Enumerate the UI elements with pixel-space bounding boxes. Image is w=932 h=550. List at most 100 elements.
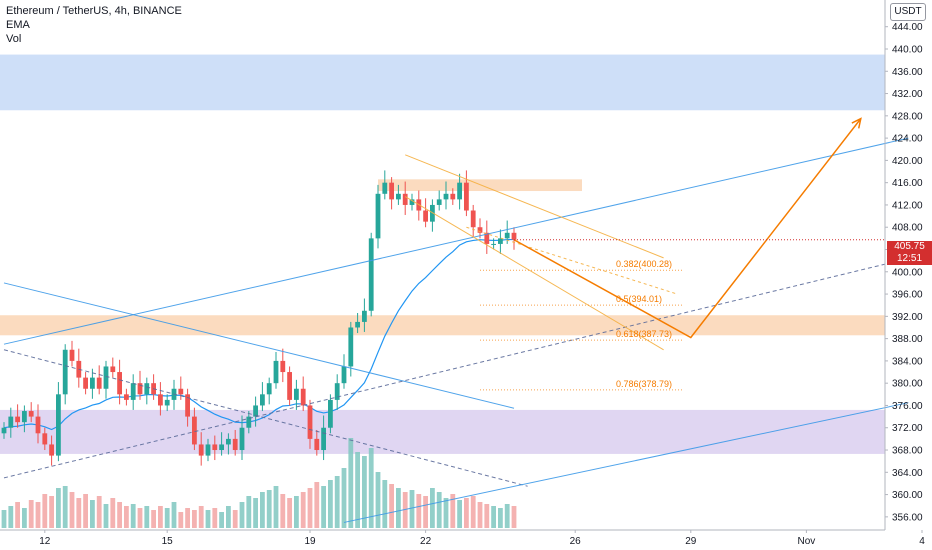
candle-body — [430, 204, 435, 222]
candle-body — [457, 182, 462, 200]
zone-support — [0, 409, 885, 454]
volume-bar — [219, 512, 224, 528]
price-tick-label: 412.00 — [892, 200, 923, 211]
candle-body — [246, 416, 252, 428]
volume-indicator-label[interactable]: Vol — [6, 33, 22, 45]
volume-bar — [328, 480, 333, 528]
candle-body — [158, 394, 163, 406]
volume-bar — [198, 506, 204, 528]
candle-body — [314, 438, 320, 451]
volume-bar — [117, 502, 122, 528]
candle-body — [42, 433, 48, 445]
candle-body — [103, 366, 109, 389]
candle-body — [117, 372, 122, 395]
volume-bar — [375, 472, 381, 528]
candle-body — [409, 199, 415, 205]
volume-bar — [62, 486, 68, 528]
candle-body — [212, 444, 218, 451]
candle-body — [219, 444, 224, 451]
volume-bar — [8, 506, 14, 528]
volume-bar — [96, 496, 102, 528]
candle-body — [328, 399, 333, 428]
candle-body — [185, 394, 190, 417]
candle-body — [260, 394, 265, 406]
candle-body — [1, 427, 7, 434]
volume-bar — [90, 500, 95, 528]
price-tick-label: 388.00 — [892, 334, 923, 345]
price-tick-label: 432.00 — [892, 89, 923, 100]
volume-bar — [137, 508, 143, 528]
candle-body — [477, 227, 483, 233]
time-tick-label: 4 — [919, 536, 925, 547]
candle-body — [253, 405, 258, 417]
price-tick-label: 384.00 — [892, 356, 923, 367]
candle-body — [266, 383, 272, 395]
candle-body — [192, 416, 197, 445]
candle-body — [436, 199, 442, 205]
currency-button[interactable]: USDT — [890, 3, 926, 21]
candle-body — [382, 182, 388, 194]
channel-mid-line — [466, 226, 678, 295]
volume-bar — [15, 502, 20, 528]
rising-trendline — [3, 137, 909, 345]
volume-bar — [423, 496, 428, 528]
price-tick-label: 356.00 — [892, 512, 923, 523]
volume-bar — [362, 456, 367, 528]
time-tick-label: 12 — [39, 536, 51, 547]
volume-bar — [484, 504, 490, 528]
candle-body — [484, 232, 490, 244]
candle-body — [450, 193, 456, 200]
candle-body — [83, 377, 88, 389]
volume-bar — [273, 486, 279, 528]
volume-bar — [178, 512, 184, 528]
candle-body — [491, 243, 496, 245]
channel-upper-line — [405, 154, 664, 259]
volume-bar — [321, 486, 326, 528]
volume-bar — [171, 502, 177, 528]
volume-bar — [314, 482, 320, 528]
candle-body — [35, 416, 41, 434]
candle-body — [511, 232, 517, 240]
candle-body — [22, 411, 27, 423]
candle-body — [280, 360, 286, 373]
price-tick-label: 424.00 — [892, 134, 923, 145]
candle-body — [368, 238, 374, 311]
volume-bar — [470, 496, 476, 528]
volume-bar — [341, 468, 347, 528]
time-tick-label: 15 — [162, 536, 174, 547]
volume-bar — [307, 488, 313, 528]
volume-bar — [280, 494, 286, 528]
symbol-title: Ethereum / TetherUS, 4h, BINANCE — [6, 5, 182, 17]
candle-body — [130, 383, 136, 400]
volume-bar — [287, 498, 292, 528]
volume-bar — [22, 508, 27, 528]
volume-bar — [124, 506, 129, 528]
candle-body — [287, 372, 292, 400]
volume-bar — [35, 502, 41, 528]
volume-bar — [498, 508, 503, 528]
volume-bar — [382, 480, 388, 528]
volume-bar — [226, 506, 231, 528]
ema-indicator-label[interactable]: EMA — [6, 19, 30, 31]
volume-bar — [164, 508, 170, 528]
volume-bar — [443, 498, 449, 528]
volume-bar — [368, 448, 374, 528]
candle-body — [28, 411, 34, 417]
volume-bar — [430, 488, 435, 528]
candle-body — [96, 377, 102, 389]
candle-body — [232, 438, 238, 451]
candle-body — [504, 232, 510, 239]
volume-bar — [436, 492, 442, 528]
candle-body — [334, 383, 340, 400]
volume-bar — [130, 504, 136, 528]
candle-body — [375, 193, 381, 239]
zone-resistance — [0, 54, 885, 111]
price-tick-label: 444.00 — [892, 22, 923, 33]
price-tick-label: 416.00 — [892, 178, 923, 189]
candle-body — [69, 349, 75, 361]
candle-body — [124, 394, 129, 400]
price-tick-label: 364.00 — [892, 468, 923, 479]
candle-body — [396, 193, 401, 200]
volume-bar — [402, 492, 408, 528]
